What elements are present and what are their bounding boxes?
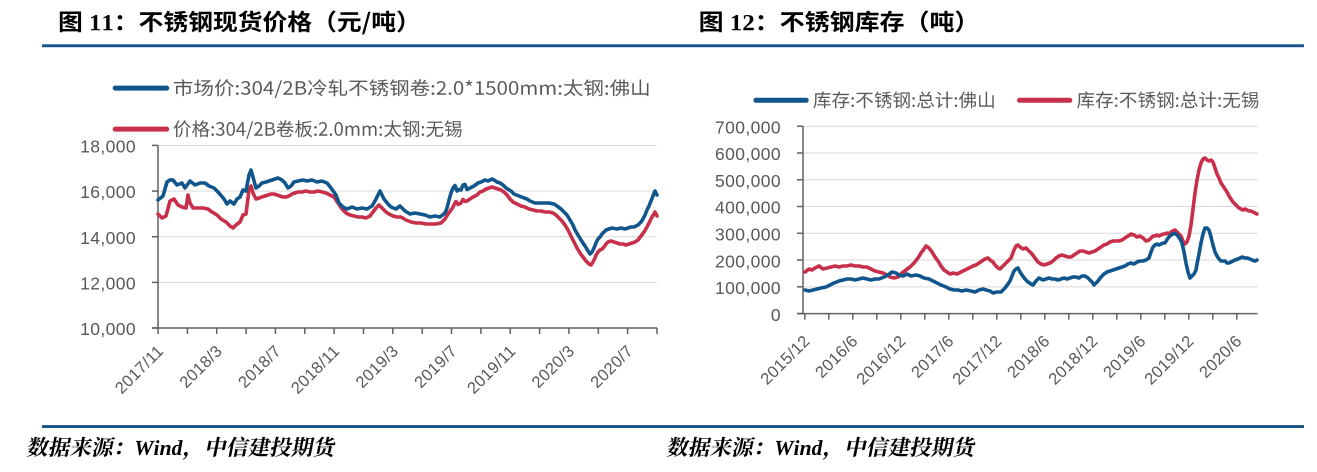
svg-text:100,000: 100,000 [715, 278, 781, 298]
svg-text:2018/7: 2018/7 [235, 342, 285, 392]
svg-text:10,000: 10,000 [80, 319, 136, 339]
svg-text:18,000: 18,000 [80, 137, 136, 157]
svg-text:2018/12: 2018/12 [1045, 332, 1101, 388]
svg-text:16,000: 16,000 [80, 182, 136, 202]
svg-text:200,000: 200,000 [715, 251, 781, 271]
svg-text:2019/11: 2019/11 [464, 342, 520, 398]
svg-text:2017/11: 2017/11 [112, 342, 168, 398]
svg-text:2019/7: 2019/7 [411, 342, 461, 392]
svg-text:300,000: 300,000 [715, 224, 781, 244]
svg-text:400,000: 400,000 [715, 198, 781, 218]
svg-text:2015/12: 2015/12 [757, 332, 813, 388]
svg-text:2020/6: 2020/6 [1196, 332, 1246, 382]
svg-text:0: 0 [771, 305, 781, 325]
svg-text:2020/7: 2020/7 [587, 342, 637, 392]
svg-text:2018/3: 2018/3 [176, 342, 226, 392]
svg-text:600,000: 600,000 [715, 144, 781, 164]
svg-text:2018/11: 2018/11 [288, 342, 344, 398]
svg-text:2019/3: 2019/3 [352, 342, 402, 392]
svg-text:2019/12: 2019/12 [1141, 332, 1197, 388]
svg-text:2016/12: 2016/12 [853, 332, 909, 388]
svg-text:700,000: 700,000 [715, 117, 781, 137]
svg-text:12,000: 12,000 [80, 274, 136, 294]
svg-text:14,000: 14,000 [80, 228, 136, 248]
svg-text:2017/12: 2017/12 [949, 332, 1005, 388]
svg-text:2020/3: 2020/3 [529, 342, 579, 392]
svg-text:500,000: 500,000 [715, 171, 781, 191]
